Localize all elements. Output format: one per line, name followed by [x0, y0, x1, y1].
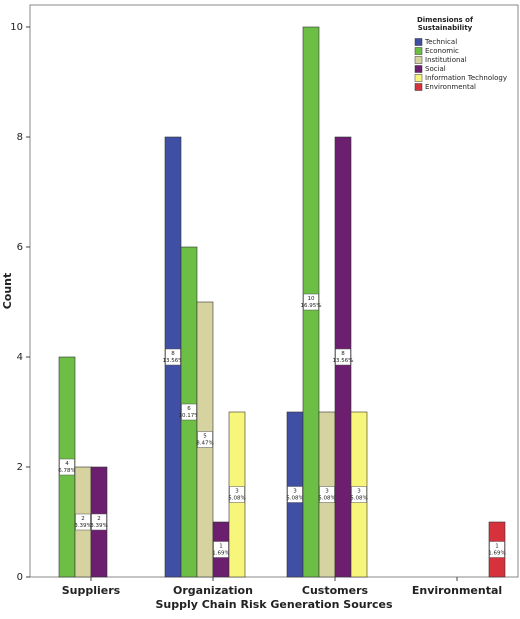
- value-label: 8: [171, 351, 175, 357]
- legend-title: Sustainability: [418, 24, 473, 32]
- legend-label: Technical: [424, 38, 457, 46]
- legend-swatch: [414, 83, 423, 91]
- y-tick-label: 0: [17, 572, 23, 583]
- percent-label: 3.39%: [90, 523, 107, 529]
- legend-swatch: [414, 56, 423, 64]
- percent-label: 1.69%: [488, 551, 505, 557]
- value-label-box: [287, 486, 303, 503]
- value-label: 1: [219, 544, 223, 550]
- value-label-box: [229, 486, 245, 503]
- x-tick-label: Environmental: [412, 584, 502, 597]
- y-axis-label: Count: [1, 273, 14, 310]
- value-label: 5: [203, 434, 207, 440]
- percent-label: 5.08%: [350, 496, 367, 502]
- value-label-box: [489, 541, 505, 558]
- value-label: 3: [235, 489, 239, 495]
- x-tick-label: Customers: [302, 584, 369, 597]
- percent-label: 8.47%: [196, 441, 213, 447]
- value-label: 2: [97, 516, 101, 522]
- percent-label: 13.56%: [333, 358, 354, 364]
- percent-label: 13.56%: [163, 358, 184, 364]
- legend-swatch: [414, 38, 423, 46]
- percent-label: 10.17%: [179, 413, 200, 419]
- value-label: 10: [308, 296, 315, 302]
- value-label-box: [213, 541, 229, 558]
- plot-frame: [29, 4, 519, 578]
- percent-label: 16.95%: [301, 303, 322, 309]
- value-label-box: [335, 348, 351, 366]
- value-label: 3: [293, 489, 297, 495]
- legend-label: Information Technology: [425, 74, 507, 82]
- value-label-box: [351, 486, 367, 503]
- legend-swatch: [414, 74, 423, 82]
- percent-label: 1.69%: [212, 551, 229, 557]
- value-label: 4: [65, 461, 69, 467]
- value-label-box: [165, 348, 181, 366]
- legend-label: Economic: [425, 47, 459, 55]
- x-tick-label: Organization: [173, 584, 253, 597]
- value-label: 1: [495, 544, 499, 550]
- y-tick-label: 4: [17, 352, 23, 363]
- percent-label: 3.39%: [74, 523, 91, 529]
- y-tick-label: 6: [17, 242, 23, 253]
- legend-label: Social: [425, 65, 446, 73]
- legend-label: Institutional: [425, 56, 467, 64]
- value-label: 3: [357, 489, 361, 495]
- x-tick-label: Suppliers: [62, 584, 121, 597]
- legend-swatch: [414, 65, 423, 73]
- value-label: 6: [187, 406, 191, 412]
- y-tick-label: 8: [17, 132, 23, 143]
- value-label-box: [319, 486, 335, 503]
- percent-label: 6.78%: [58, 468, 75, 474]
- legend-swatch: [414, 47, 423, 55]
- value-label-box: [91, 513, 107, 531]
- value-label: 3: [325, 489, 329, 495]
- value-label-box: [197, 431, 213, 448]
- value-label-box: [181, 403, 197, 421]
- legend-label: Environmental: [425, 83, 476, 91]
- y-tick-label: 2: [17, 462, 23, 473]
- value-label-box: [75, 513, 91, 531]
- percent-label: 5.08%: [318, 496, 335, 502]
- value-label-box: [59, 458, 75, 476]
- value-label-box: [303, 293, 319, 311]
- value-label: 8: [341, 351, 345, 357]
- percent-label: 5.08%: [286, 496, 303, 502]
- legend-title: Dimensions of: [417, 16, 474, 24]
- y-tick-label: 10: [10, 22, 23, 33]
- percent-label: 5.08%: [228, 496, 245, 502]
- x-axis-label: Supply Chain Risk Generation Sources: [155, 598, 393, 611]
- value-label: 2: [81, 516, 85, 522]
